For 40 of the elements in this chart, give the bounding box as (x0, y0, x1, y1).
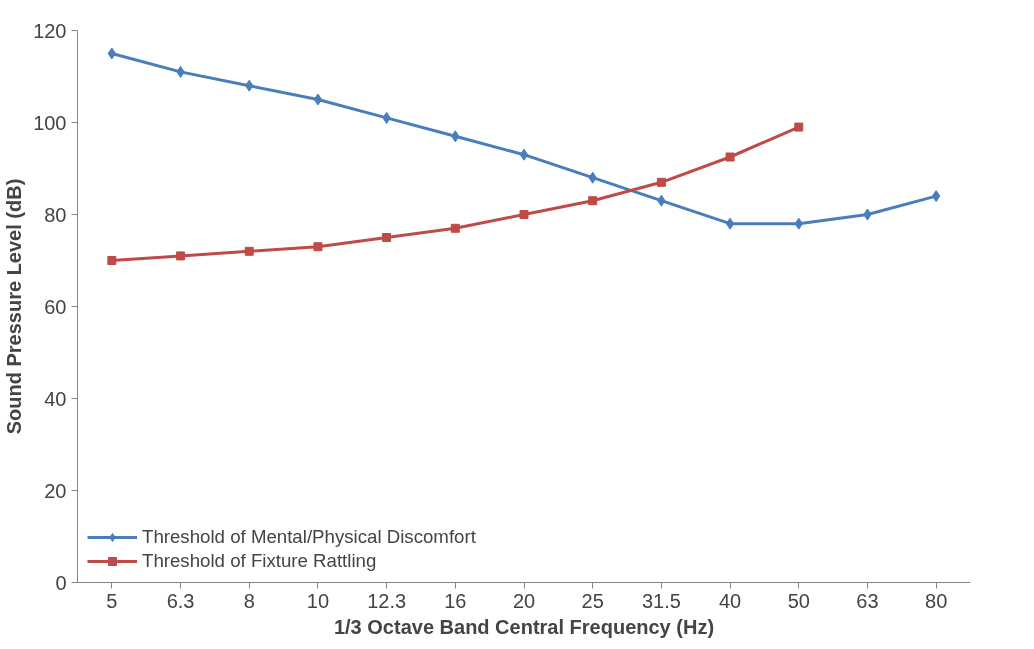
x-tick-label: 25 (581, 589, 604, 612)
x-tick-label: 8 (243, 589, 255, 612)
point (313, 93, 323, 106)
y-tick-label: 0 (55, 571, 67, 594)
legend-label: Threshold of Fixture Rattling (142, 550, 377, 572)
point (725, 152, 735, 162)
point (588, 196, 598, 206)
point (450, 223, 460, 233)
y-tick-label: 80 (44, 203, 67, 226)
point (725, 217, 735, 230)
x-tick-label: 20 (512, 589, 536, 612)
x-tick-label: 16 (444, 589, 467, 612)
x-tick-label: 10 (306, 589, 330, 612)
point (176, 251, 186, 261)
x-tick-label: 6.3 (166, 589, 195, 612)
point (382, 233, 392, 242)
x-tick-label: 50 (787, 589, 810, 612)
y-tick-label: 100 (33, 111, 67, 134)
x-tick-label: 63 (856, 589, 879, 612)
point (107, 256, 117, 265)
x-tick-label: 5 (106, 589, 118, 612)
y-tick-label: 40 (44, 387, 67, 410)
y-tick-label: 20 (44, 479, 67, 502)
y-axis-title: Sound Pressure Level (dB) (3, 178, 26, 435)
point (794, 122, 804, 132)
point (519, 210, 529, 219)
y-tick-label: 60 (44, 295, 67, 318)
x-tick-label: 80 (925, 589, 948, 612)
point (519, 148, 529, 161)
x-tick-label: 31.5 (641, 589, 681, 612)
point (656, 177, 666, 187)
point (107, 47, 117, 60)
point (313, 242, 323, 252)
point (931, 190, 941, 203)
point (244, 246, 254, 256)
x-tick-label: 12.3 (367, 589, 407, 612)
x-axis-title: 1/3 Octave Band Central Frequency (Hz) (333, 615, 715, 638)
y-tick-label: 120 (33, 19, 67, 42)
x-tick-label: 40 (718, 589, 742, 612)
legend-label: Threshold of Mental/Physical Discomfort (142, 526, 476, 548)
